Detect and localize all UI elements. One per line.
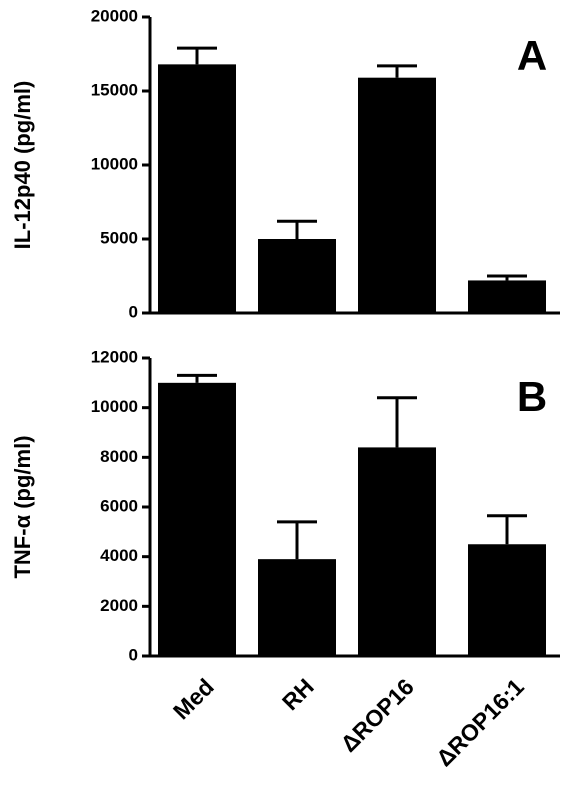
x-tick-label: ΔROP16	[335, 673, 418, 756]
panel-label: B	[517, 373, 547, 420]
y-tick-label: 10000	[91, 154, 138, 173]
y-tick-label: 5000	[100, 228, 138, 247]
y-tick-label: 15000	[91, 80, 138, 99]
bar	[258, 239, 336, 313]
bar	[258, 559, 336, 656]
bar	[468, 544, 546, 656]
bar	[358, 77, 436, 314]
bar	[358, 447, 436, 656]
x-tick-label: Med	[168, 673, 219, 724]
bar	[158, 64, 236, 313]
y-tick-label: 8000	[100, 447, 138, 466]
y-tick-label: 12000	[91, 347, 138, 366]
y-tick-label: 10000	[91, 397, 138, 416]
y-axis-label: IL-12p40 (pg/ml)	[10, 81, 35, 250]
bar	[158, 382, 236, 656]
bar	[468, 280, 546, 313]
y-tick-label: 0	[129, 302, 138, 321]
x-tick-label: ΔROP16:1	[431, 673, 529, 771]
panel-label: A	[517, 32, 547, 79]
y-tick-label: 20000	[91, 6, 138, 25]
y-axis-label: TNF-α (pg/ml)	[10, 435, 35, 578]
y-tick-label: 4000	[100, 546, 138, 565]
x-tick-label: RH	[277, 673, 319, 715]
y-tick-label: 6000	[100, 496, 138, 515]
y-tick-label: 0	[129, 645, 138, 664]
y-tick-label: 2000	[100, 596, 138, 615]
